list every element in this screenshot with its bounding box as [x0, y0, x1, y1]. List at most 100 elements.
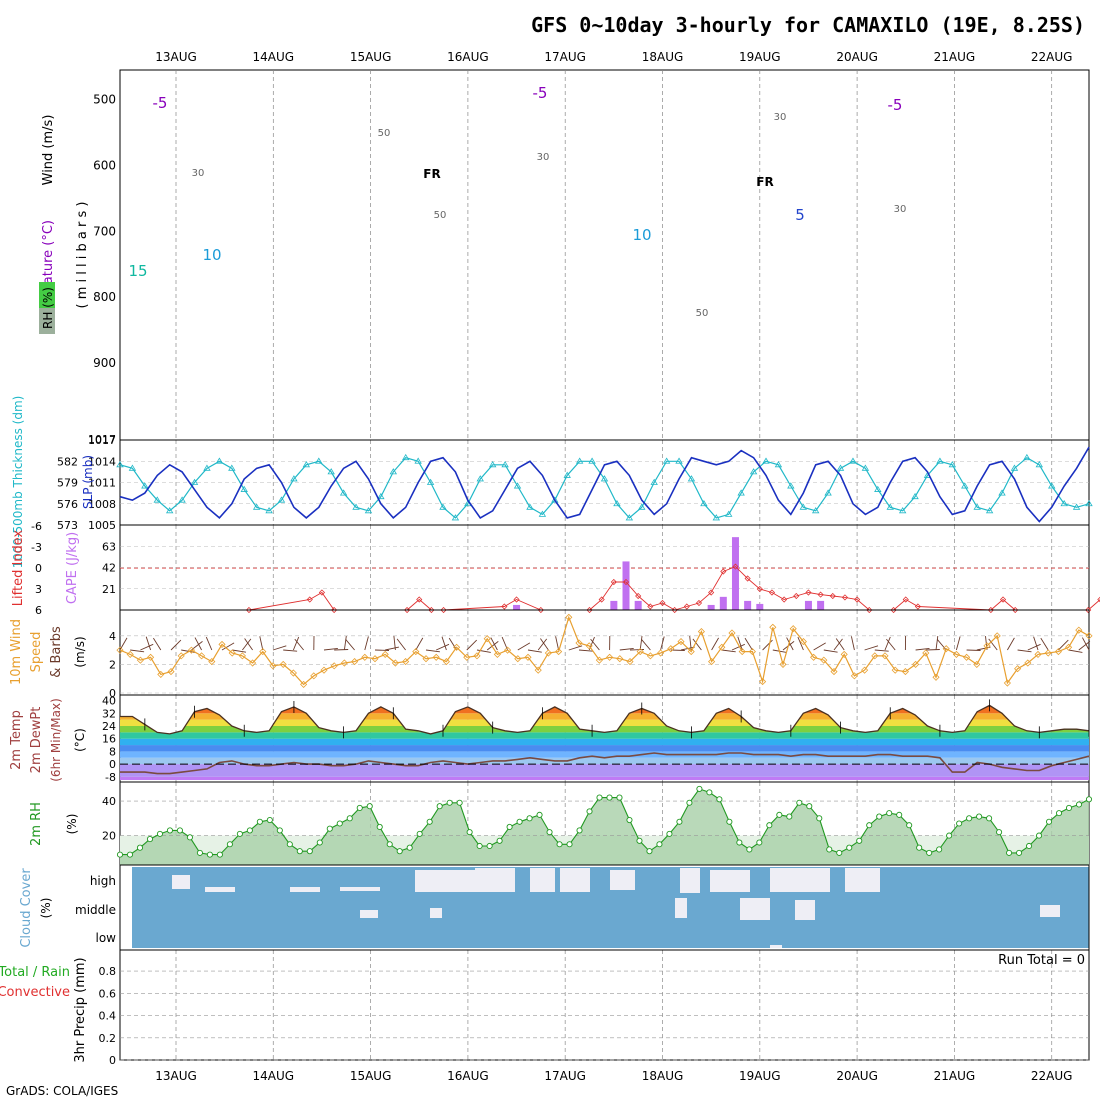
thickness-series-point [526, 503, 534, 510]
temp-band [120, 738, 1089, 746]
lifted-index-point [914, 603, 921, 610]
wind10m-series-point [249, 659, 257, 667]
wind-barb-10m [864, 645, 879, 651]
ytick-pressure: 1017 [88, 433, 116, 446]
rh2m-series-point [996, 829, 1003, 836]
ytick-slp: 1005 [88, 519, 116, 532]
cape-bar [744, 600, 752, 610]
wind10m-series-point [218, 640, 226, 648]
cloud-row-label: middle [75, 903, 116, 917]
wind10m-series-point [514, 655, 522, 663]
wind10m-series-point [718, 643, 726, 651]
thickness-series-point [551, 496, 559, 503]
lifted-index-point [659, 599, 666, 607]
wind10m-series-point [463, 653, 471, 661]
ylabel-wind10: 10m Wind [9, 619, 24, 685]
wind-barb-10m [476, 649, 491, 653]
cloud-gap [770, 945, 782, 948]
cloud-gap [770, 868, 800, 892]
wind-barb-10m [660, 636, 665, 651]
ytick-precip: 0.4 [99, 1010, 117, 1023]
wind10m-series-point [136, 656, 144, 664]
wind10m-series-point [626, 658, 634, 666]
rh2m-series-point [1055, 810, 1063, 817]
cloud-gap [675, 898, 687, 918]
thickness-series-point [165, 507, 174, 514]
wind10m-series-point [402, 658, 410, 666]
wind10m-series-point [840, 650, 848, 658]
lifted-index-point [440, 606, 447, 614]
cloud-gap [530, 868, 555, 892]
ytick-rh: 20 [102, 830, 116, 843]
rh2m-series-point [1006, 849, 1013, 856]
wind10m-series-point [901, 668, 909, 676]
rh2m-series-point [356, 804, 363, 811]
thickness-series-point [874, 485, 882, 492]
thickness-series-point [116, 461, 124, 468]
wind10m-series-point [891, 666, 899, 674]
wind-barb-10m [966, 649, 981, 651]
wind-barb-10m [813, 642, 826, 651]
cloud-gap [740, 898, 770, 920]
thickness-series-point [240, 485, 248, 492]
thickness-series-point [1023, 453, 1031, 461]
wind-barb-10m [364, 636, 369, 651]
wind10m-series-point [973, 660, 981, 668]
wind10m-series-point [708, 658, 716, 666]
ylabel-lifted: Lifted Index [11, 529, 26, 606]
rh2m-series-point [966, 815, 973, 822]
chart-title: GFS 0~10day 3-hourly for CAMAXILO (19E, … [531, 13, 1085, 37]
date-label-top: 18AUG [642, 50, 684, 64]
thickness-series-point [538, 510, 547, 517]
freezing-level-label: FR [756, 175, 773, 189]
ytick-pressure: 900 [93, 356, 116, 370]
wind-barb-10m [517, 642, 531, 651]
lifted-index-point [817, 591, 824, 598]
wind10m-series-point [789, 625, 797, 633]
wind10m-series-point [942, 645, 950, 653]
date-label-top: 13AUG [155, 50, 197, 64]
wind10m-series-point [769, 623, 777, 631]
wind-barb-10m [619, 647, 634, 651]
ytick-pressure: 600 [93, 158, 116, 172]
wind-barb-10m [692, 638, 702, 651]
wind10m-series-point [861, 666, 869, 674]
rh2m-series-point [726, 818, 733, 825]
wind-barb-10m [731, 643, 745, 651]
rh2m-series-point [576, 827, 583, 834]
wind-barb-10m [242, 638, 252, 651]
wind-barb-10m [884, 636, 891, 651]
wind-barb-10m [466, 639, 478, 651]
thickness-series-point [625, 514, 634, 521]
cape-bar [634, 600, 642, 610]
wind10m-series-point [606, 653, 614, 661]
wind10m-series-point [646, 652, 654, 660]
wind10m-series-point [361, 653, 369, 661]
wind-barb-10m [744, 637, 753, 651]
lifted-index-point [586, 606, 593, 614]
wind10m-series-point [289, 669, 297, 677]
rh-contour-label: 30 [537, 152, 550, 163]
wind-barb-10m [1027, 643, 1041, 651]
wind10m-series-point [279, 660, 287, 668]
wind-barb-10m [259, 636, 264, 651]
rh-legend-swatch [39, 308, 55, 334]
rh2m-series-point [686, 799, 693, 806]
thickness-series-point [203, 464, 211, 471]
rh2m-series-point [676, 818, 683, 825]
lifted-index-point [331, 606, 338, 614]
wind10m-series-point [473, 652, 481, 660]
rh2m-series-point [206, 851, 213, 858]
ytick-slp: 1017 [88, 434, 116, 447]
rh2m-series-point [246, 827, 253, 834]
rh2m-series-point [506, 823, 513, 831]
lifted-index-point [1012, 606, 1019, 614]
wind-barb-10m [590, 638, 600, 651]
rh-contour-label: 50 [378, 128, 391, 139]
rh2m-series-point [626, 816, 633, 824]
thickness-series-point [675, 457, 683, 464]
wind10m-series-point [963, 653, 971, 661]
ytick-slp: 1014 [88, 455, 116, 468]
rh2m-series-point [946, 832, 953, 839]
thickness-series-point [414, 457, 422, 464]
